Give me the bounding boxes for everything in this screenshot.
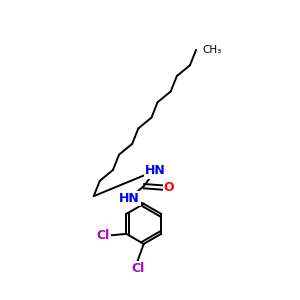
Text: HN: HN bbox=[119, 192, 140, 205]
Text: O: O bbox=[164, 181, 175, 194]
Text: Cl: Cl bbox=[97, 229, 110, 242]
Text: HN: HN bbox=[145, 164, 166, 177]
Text: CH₃: CH₃ bbox=[202, 45, 221, 55]
Text: Cl: Cl bbox=[131, 262, 144, 275]
